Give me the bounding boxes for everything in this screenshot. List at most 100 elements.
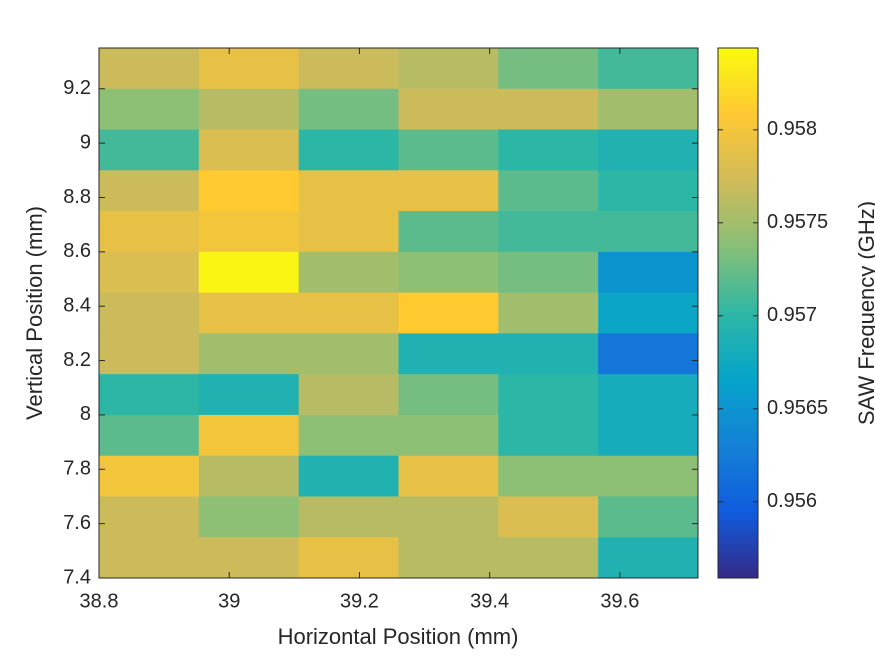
heatmap-cell <box>398 374 499 416</box>
heatmap-cell <box>498 333 599 375</box>
heatmap-cell <box>198 129 300 171</box>
colorbar-tick-label: 0.958 <box>767 118 817 140</box>
heatmap-cell <box>498 211 599 253</box>
heatmap-cell <box>198 251 300 294</box>
heatmap-cell <box>598 414 699 457</box>
heatmap-cell <box>598 333 699 375</box>
heatmap-cell <box>298 251 399 294</box>
heatmap-cell <box>198 170 300 212</box>
heatmap-cell <box>99 414 200 457</box>
heatmap-cell <box>598 251 699 294</box>
x-tick-label: 38.8 <box>80 590 119 612</box>
heatmap-cell <box>398 251 499 294</box>
heatmap-cell <box>498 292 599 334</box>
colorbar-label: SAW Frequency (GHz) <box>854 201 875 425</box>
heatmap-cell <box>198 414 300 457</box>
x-tick-label: 39.4 <box>470 590 509 612</box>
colorbar-tick-label: 0.957 <box>767 304 817 326</box>
y-tick-label: 8 <box>80 403 91 425</box>
heatmap-cell <box>598 374 699 416</box>
y-tick-label: 9.2 <box>63 77 91 99</box>
heatmap-cell <box>498 455 599 497</box>
heatmap-cell <box>298 455 399 497</box>
y-tick-label: 9 <box>80 131 91 153</box>
heatmap-cell <box>99 251 200 294</box>
heatmap-cell <box>99 455 200 497</box>
y-tick-label: 7.6 <box>63 512 91 534</box>
colorbar-tick-label: 0.9575 <box>767 211 828 233</box>
y-axis-label: Vertical Position (mm) <box>22 206 47 420</box>
heatmap-cell <box>398 48 499 90</box>
heatmap-cell <box>298 48 399 90</box>
x-tick-label: 39.2 <box>340 590 379 612</box>
heatmap-cell <box>398 333 499 375</box>
heatmap-cell <box>498 88 599 131</box>
x-tick-label: 39 <box>218 590 240 612</box>
heatmap-cell <box>298 496 399 538</box>
heatmap-cell <box>498 537 599 579</box>
y-tick-label: 8.6 <box>63 240 91 262</box>
y-tick-label: 8.8 <box>63 186 91 208</box>
colorbar-tick-label: 0.9565 <box>767 397 828 419</box>
heatmap-cell <box>198 88 300 131</box>
heatmap-cell <box>198 496 300 538</box>
axes-box <box>98 47 699 579</box>
heatmap-cell <box>598 170 699 212</box>
heatmap-cell <box>99 129 200 171</box>
colorbar <box>717 47 759 579</box>
heatmap-cell <box>398 211 499 253</box>
heatmap-cell <box>498 170 599 212</box>
heatmap-cell <box>298 170 399 212</box>
heatmap-cell <box>298 374 399 416</box>
heatmap-cell <box>298 88 399 131</box>
heatmap-cell <box>598 455 699 497</box>
heatmap-cell <box>198 374 300 416</box>
y-tick-label: 7.8 <box>63 458 91 480</box>
heatmap-cell <box>398 88 499 131</box>
heatmap-cell <box>198 48 300 90</box>
y-tick-label: 8.2 <box>63 349 91 371</box>
x-tick-label: 39.6 <box>600 590 639 612</box>
heatmap-cell <box>598 537 699 579</box>
y-tick-label: 8.4 <box>63 294 91 316</box>
heatmap-cell <box>598 211 699 253</box>
colorbar-tick-label: 0.956 <box>767 490 817 512</box>
heatmap-cell <box>99 374 200 416</box>
heatmap-cell <box>298 537 399 579</box>
heatmap-cell <box>498 496 599 538</box>
heatmap-cell <box>398 414 499 457</box>
heatmap-cell <box>99 88 200 131</box>
heatmap-cell <box>598 496 699 538</box>
heatmap-cell <box>99 333 200 375</box>
heatmap-cell <box>398 129 499 171</box>
heatmap-cell <box>99 48 200 90</box>
heatmap-cell <box>498 129 599 171</box>
heatmap-cell <box>99 170 200 212</box>
heatmap-cell <box>99 292 200 334</box>
heatmap-cell <box>198 333 300 375</box>
heatmap-cell <box>198 211 300 253</box>
heatmap-cell <box>498 414 599 457</box>
heatmap-cell <box>298 414 399 457</box>
heatmap-cell <box>498 48 599 90</box>
heatmap-cell <box>398 170 499 212</box>
heatmap-cell <box>598 129 699 171</box>
heatmap-cell <box>398 537 499 579</box>
heatmap-cell <box>598 48 699 90</box>
heatmap-cell <box>99 537 200 579</box>
x-axis-label: Horizontal Position (mm) <box>278 624 519 649</box>
heatmap-cell <box>498 374 599 416</box>
heatmap-cell <box>99 211 200 253</box>
heatmap-cell <box>298 292 399 334</box>
heatmap-cell <box>598 292 699 334</box>
heatmap-cell <box>398 455 499 497</box>
heatmap-cell <box>298 129 399 171</box>
heatmap-cell <box>398 496 499 538</box>
heatmap-cell <box>298 333 399 375</box>
heatmap-cell <box>298 211 399 253</box>
y-tick-label: 7.4 <box>63 566 91 588</box>
heatmap-cell <box>398 292 499 334</box>
heatmap-cell <box>198 292 300 334</box>
heatmap-cell <box>99 496 200 538</box>
